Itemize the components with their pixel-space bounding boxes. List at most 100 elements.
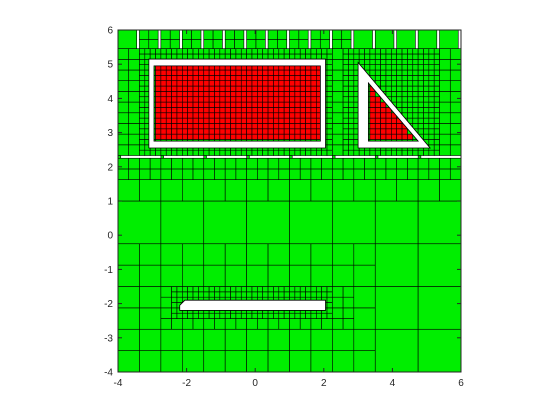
mesh-cell <box>246 350 269 373</box>
mesh-cell <box>262 91 269 98</box>
mesh-cell <box>219 80 226 87</box>
mesh-cell <box>407 59 414 65</box>
mesh-cell <box>273 107 280 114</box>
mesh-cell <box>289 117 296 124</box>
mesh-cell <box>176 91 183 98</box>
mesh-cell <box>182 48 188 55</box>
mesh-cell <box>401 149 408 156</box>
mesh-cell <box>224 128 231 135</box>
mesh-cell <box>203 117 210 124</box>
mesh-cell <box>348 123 355 130</box>
mesh-cell <box>423 149 430 156</box>
mesh-cell <box>230 80 237 87</box>
mesh-cell <box>423 96 430 103</box>
mesh-cell <box>298 39 309 49</box>
mesh-cell <box>353 149 360 156</box>
mesh-cell <box>353 286 376 309</box>
mesh-cell <box>246 53 253 60</box>
mesh-cell <box>246 101 253 108</box>
mesh-cell <box>385 64 392 71</box>
mesh-cell <box>198 96 205 103</box>
mesh-cell <box>423 59 430 65</box>
mesh-cell <box>310 291 317 298</box>
mesh-cell <box>246 312 253 319</box>
mesh-cell <box>257 286 264 293</box>
mesh-cell <box>342 133 349 140</box>
mesh-cell <box>283 80 290 87</box>
mesh-cell <box>192 149 199 156</box>
mesh-cell <box>391 48 397 55</box>
mesh-cell <box>198 133 205 140</box>
mesh-cell <box>117 328 140 351</box>
mesh-cell <box>310 328 333 351</box>
mesh-cell <box>235 117 242 124</box>
mesh-cell <box>283 128 290 135</box>
mesh-cell <box>235 69 242 76</box>
mesh-cell <box>187 133 194 140</box>
mesh-cell <box>380 117 387 124</box>
mesh-cell <box>428 80 435 87</box>
mesh-cell <box>117 80 130 92</box>
mesh-cell <box>342 123 349 130</box>
mesh-cell <box>289 133 296 140</box>
mesh-cell <box>155 96 162 103</box>
mesh-cell <box>224 149 231 156</box>
mesh-cell <box>433 85 440 92</box>
mesh-cell <box>283 48 290 55</box>
mesh-cell <box>155 91 162 98</box>
mesh-cell <box>203 91 210 98</box>
mesh-cell <box>401 53 408 60</box>
mesh-cell <box>155 85 162 92</box>
mesh-cell <box>294 85 301 92</box>
mesh-cell <box>219 75 226 82</box>
mesh-cell <box>423 69 430 76</box>
mesh-cell <box>401 69 408 76</box>
mesh-cell <box>139 139 146 146</box>
mesh-cell <box>423 64 430 71</box>
mesh-cell <box>182 286 188 293</box>
mesh-cell <box>267 157 280 170</box>
mesh-cell <box>401 101 408 108</box>
mesh-cell <box>326 128 333 135</box>
mesh-cell <box>294 112 301 119</box>
mesh-cell <box>396 75 403 82</box>
mesh-cell <box>412 91 419 98</box>
mesh-cell <box>208 48 215 55</box>
mesh-cell <box>305 91 312 98</box>
mesh-cell <box>407 96 414 103</box>
mesh-cell <box>165 96 172 103</box>
mesh-cell <box>283 85 290 92</box>
mesh-cell <box>380 64 387 71</box>
mesh-cell <box>369 91 376 98</box>
mesh-cell <box>155 149 162 156</box>
mesh-cell <box>310 48 317 55</box>
mesh-cell <box>417 29 438 49</box>
mesh-cell <box>428 64 435 71</box>
mesh-cell <box>246 91 253 98</box>
mesh-cell <box>182 350 205 373</box>
mesh-cell <box>283 149 290 156</box>
mesh-cell <box>251 85 258 92</box>
mesh-cell <box>214 312 221 319</box>
mesh-cell <box>262 286 269 293</box>
mesh-cell <box>262 53 269 60</box>
mesh-cell <box>364 53 371 60</box>
mesh-cell <box>391 149 397 156</box>
x-tick-label: -4 <box>114 378 123 389</box>
mesh-cell <box>257 157 269 170</box>
mesh-cell <box>348 128 355 135</box>
mesh-cell <box>240 107 247 114</box>
mesh-cell <box>267 53 274 60</box>
mesh-cell <box>342 107 349 114</box>
mesh-cell <box>289 243 312 266</box>
mesh-cell <box>278 80 285 87</box>
mesh-cell <box>117 112 130 124</box>
mesh-cell <box>246 291 253 298</box>
mesh-cell <box>428 107 435 114</box>
mesh-cell <box>423 101 430 108</box>
mesh-cell <box>214 48 221 55</box>
mesh-cell <box>262 101 269 108</box>
mesh-cell <box>160 53 167 60</box>
mesh-cell <box>273 91 280 98</box>
mesh-cell <box>412 53 419 60</box>
